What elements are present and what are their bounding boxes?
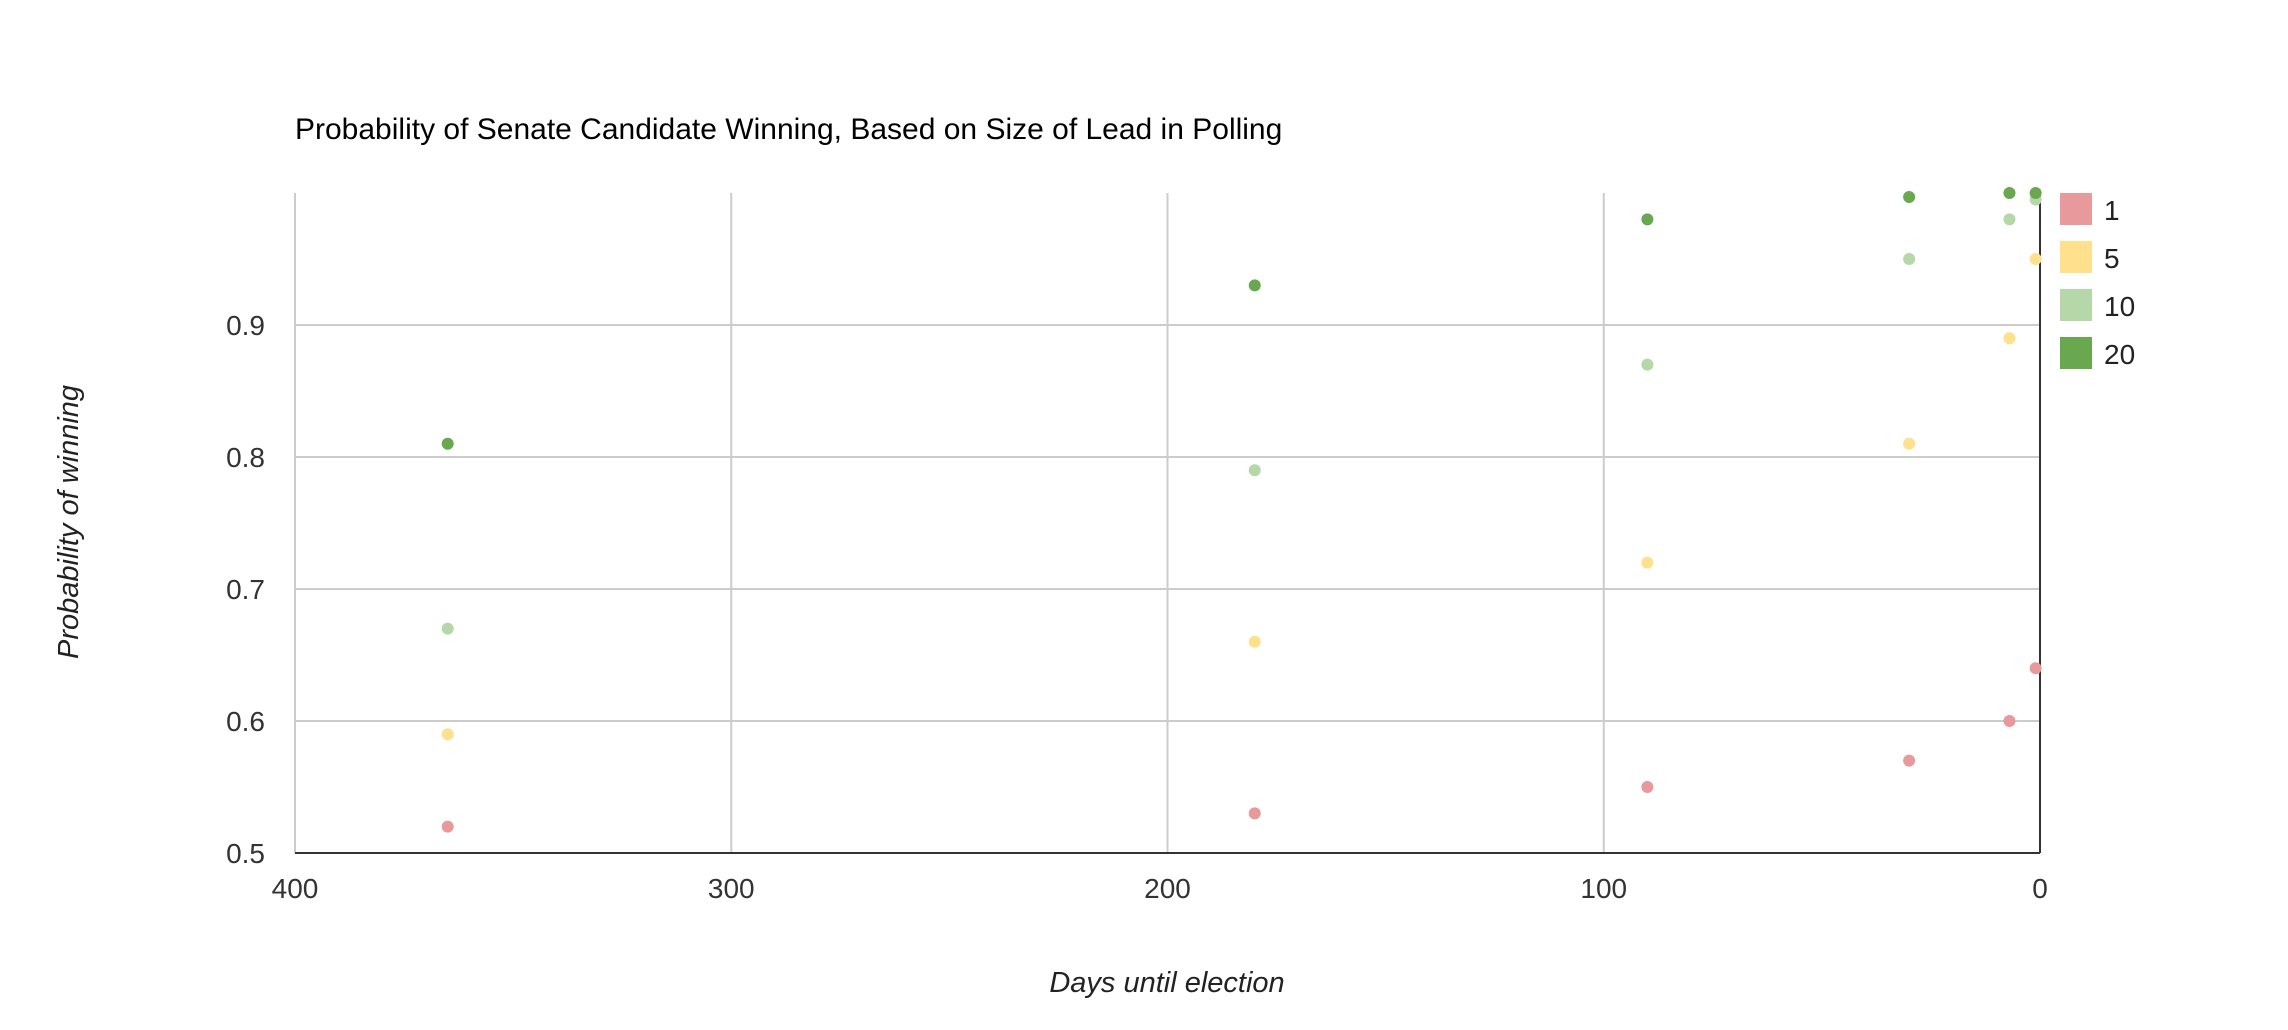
legend-swatch-5 bbox=[2060, 241, 2092, 273]
data-point-series-20 bbox=[441, 437, 454, 450]
data-point-series-20 bbox=[1641, 213, 1654, 226]
data-point-series-10 bbox=[2003, 213, 2016, 226]
data-point-series-10 bbox=[1903, 253, 1916, 265]
x-tick-label: 100 bbox=[1580, 873, 1627, 904]
data-point-series-20 bbox=[1903, 190, 1916, 203]
data-point-series-5 bbox=[1248, 635, 1261, 648]
legend-label-1: 1 bbox=[2104, 195, 2120, 226]
legend-swatch-10 bbox=[2060, 289, 2092, 321]
data-point-series-1 bbox=[2029, 662, 2042, 675]
data-point-series-5 bbox=[1641, 556, 1654, 569]
legend-label-10: 10 bbox=[2104, 291, 2135, 322]
chart-title: Probability of Senate Candidate Winning,… bbox=[295, 113, 1282, 146]
data-point-series-1 bbox=[441, 820, 454, 833]
data-point-series-10 bbox=[1248, 464, 1261, 477]
gridlines bbox=[294, 193, 2040, 853]
legend-label-5: 5 bbox=[2104, 243, 2120, 274]
data-point-series-5 bbox=[2029, 253, 2042, 265]
legend-label-20: 20 bbox=[2104, 339, 2135, 370]
x-axis-title: Days until election bbox=[1049, 967, 1284, 999]
data-point-series-5 bbox=[1903, 437, 1916, 450]
data-point-series-10 bbox=[1641, 358, 1654, 371]
legend: 1 5 10 20 bbox=[2060, 193, 2135, 370]
data-point-series-1 bbox=[2003, 715, 2016, 727]
x-tick-label: 200 bbox=[1144, 873, 1191, 904]
x-tick-label: 300 bbox=[708, 873, 755, 904]
data-point-series-5 bbox=[441, 728, 454, 741]
data-point-series-20 bbox=[2003, 187, 2016, 199]
data-point-series-20 bbox=[2029, 187, 2042, 199]
data-point-series-10 bbox=[441, 622, 454, 635]
y-tick-label: 0.5 bbox=[226, 838, 265, 869]
data-point-series-1 bbox=[1903, 754, 1916, 767]
data-point-series-1 bbox=[1248, 807, 1261, 820]
axes bbox=[295, 193, 2041, 854]
y-axis-title: Probability of winning bbox=[53, 385, 85, 659]
y-tick-label: 0.7 bbox=[226, 574, 265, 605]
data-point-series-5 bbox=[2003, 332, 2016, 345]
data-point-series-20 bbox=[1248, 279, 1261, 292]
x-tick-label: 0 bbox=[2032, 873, 2048, 904]
y-tick-label: 0.8 bbox=[226, 442, 265, 473]
x-tick-label: 400 bbox=[272, 873, 319, 904]
data-point-series-1 bbox=[1641, 781, 1654, 793]
y-tick-label: 0.9 bbox=[226, 310, 265, 341]
data-points bbox=[441, 187, 2042, 833]
tick-labels: 400 300 200 100 0 0.5 0.6 0.7 0.8 0.9 bbox=[226, 310, 2048, 904]
legend-swatch-20 bbox=[2060, 337, 2092, 369]
legend-swatch-1 bbox=[2060, 193, 2092, 225]
y-tick-label: 0.6 bbox=[226, 706, 265, 737]
